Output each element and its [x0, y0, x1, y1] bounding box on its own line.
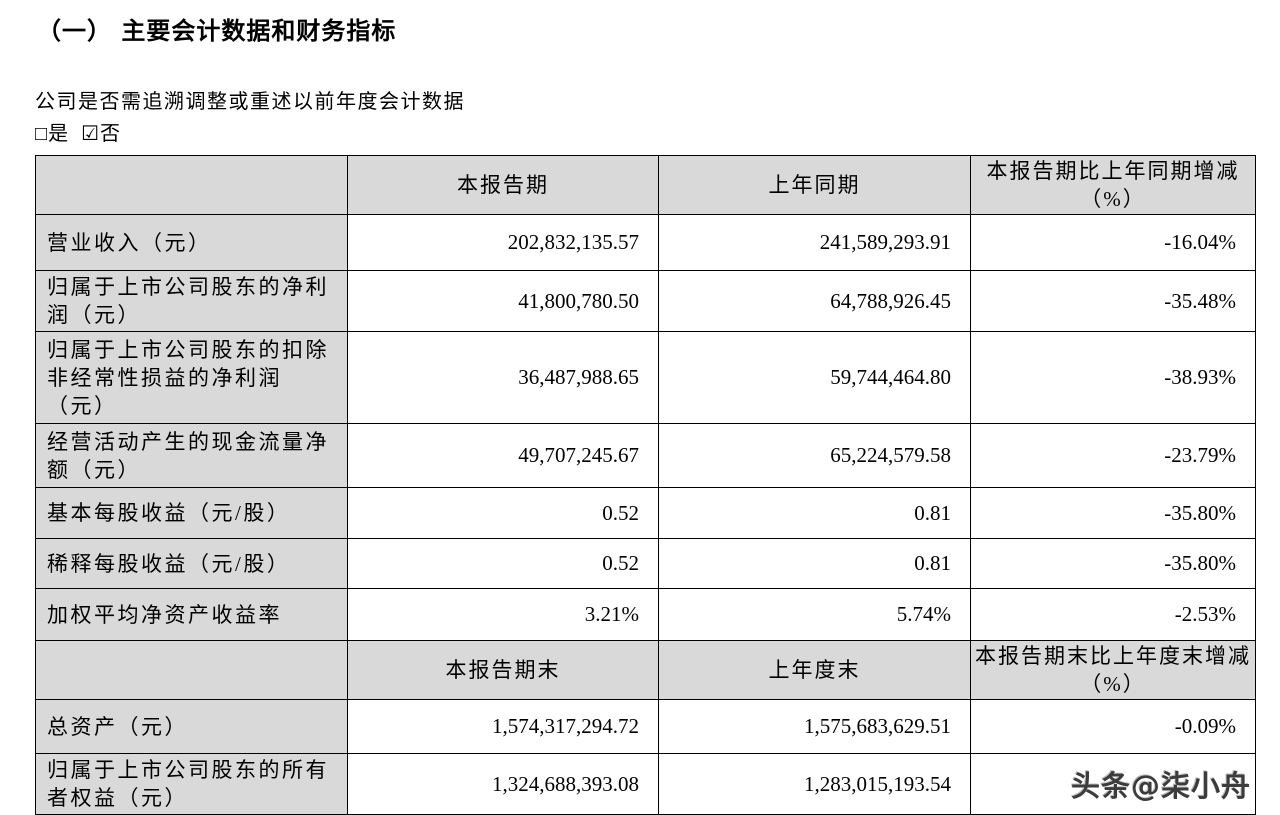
prior-period-value: 1,575,683,629.51	[658, 699, 971, 754]
change-value: -16.04%	[970, 214, 1256, 271]
section-title: （一） 主要会计数据和财务指标	[37, 17, 397, 45]
prior-period-value: 0.81	[658, 487, 971, 539]
metric-label-cell: 基本每股收益（元/股）	[35, 487, 348, 539]
change-value-obscured: 头条@柒小舟	[970, 753, 1256, 815]
change-value: -0.09%	[970, 699, 1256, 754]
table-row: 稀释每股收益（元/股） 0.52 0.81 -35.80%	[35, 538, 1256, 589]
col-header-end-change: 本报告期末比上年度末增减 （%）	[970, 640, 1256, 700]
current-period-value: 41,800,780.50	[347, 270, 659, 332]
table-row: 加权平均净资产收益率 3.21% 5.74% -2.53%	[35, 588, 1256, 641]
metric-label-cell: 归属于上市公司股东的净利 润（元）	[35, 270, 348, 332]
table-row: 基本每股收益（元/股） 0.52 0.81 -35.80%	[35, 487, 1256, 539]
table-header-row-period-end: 本报告期末 上年度末 本报告期末比上年度末增减 （%）	[35, 640, 1256, 700]
empty-header-cell	[35, 155, 348, 215]
metric-label-cell: 总资产（元）	[35, 699, 348, 754]
table-header-row-period: 本报告期 上年同期 本报告期比上年同期增减 （%）	[35, 155, 1256, 215]
change-value: -35.80%	[970, 487, 1256, 539]
col-header-current-period: 本报告期	[347, 155, 659, 215]
current-period-value: 36,487,988.65	[347, 331, 659, 424]
table-row: 归属于上市公司股东的净利 润（元） 41,800,780.50 64,788,9…	[35, 270, 1256, 332]
metric-label-cell: 经营活动产生的现金流量净 额（元）	[35, 423, 348, 488]
current-period-value: 0.52	[347, 487, 659, 539]
current-period-value: 202,832,135.57	[347, 214, 659, 271]
col-header-period-change: 本报告期比上年同期增减 （%）	[970, 155, 1256, 215]
change-value: -2.53%	[970, 588, 1256, 641]
col-header-prior-period: 上年同期	[658, 155, 971, 215]
table-row: 总资产（元） 1,574,317,294.72 1,575,683,629.51…	[35, 699, 1256, 754]
empty-header-cell	[35, 640, 348, 700]
metric-label-cell: 营业收入（元）	[35, 214, 348, 271]
prior-period-value: 59,744,464.80	[658, 331, 971, 424]
change-value: -38.93%	[970, 331, 1256, 424]
col-header-end-of-prior-year: 上年度末	[658, 640, 971, 700]
table-row: 归属于上市公司股东的所有 者权益（元） 1,324,688,393.08 1,2…	[35, 753, 1256, 815]
change-value: -35.48%	[970, 270, 1256, 332]
current-period-value: 3.21%	[347, 588, 659, 641]
prior-period-value: 1,283,015,193.54	[658, 753, 971, 815]
change-value: -35.80%	[970, 538, 1256, 589]
table-row: 营业收入（元） 202,832,135.57 241,589,293.91 -1…	[35, 214, 1256, 271]
metric-label-cell: 稀释每股收益（元/股）	[35, 538, 348, 589]
checkbox-no-checked: ☑否	[81, 123, 122, 145]
metric-label-cell: 归属于上市公司股东的扣除 非经常性损益的净利润 （元）	[35, 331, 348, 424]
checkbox-yes: □是	[35, 123, 70, 145]
restatement-question: 公司是否需追溯调整或重述以前年度会计数据	[35, 91, 465, 113]
current-period-value: 1,574,317,294.72	[347, 699, 659, 754]
financial-indicators-table: 本报告期 上年同期 本报告期比上年同期增减 （%） 营业收入（元） 202,83…	[35, 155, 1256, 815]
metric-label-cell: 加权平均净资产收益率	[35, 588, 348, 641]
toutiao-watermark: 头条@柒小舟	[1070, 769, 1251, 803]
prior-period-value: 0.81	[658, 538, 971, 589]
prior-period-value: 241,589,293.91	[658, 214, 971, 271]
current-period-value: 1,324,688,393.08	[347, 753, 659, 815]
table-row: 经营活动产生的现金流量净 额（元） 49,707,245.67 65,224,5…	[35, 423, 1256, 488]
col-header-end-of-period: 本报告期末	[347, 640, 659, 700]
restatement-answer: □是 ☑否	[35, 122, 1255, 146]
prior-period-value: 5.74%	[658, 588, 971, 641]
change-value: -23.79%	[970, 423, 1256, 488]
prior-period-value: 64,788,926.45	[658, 270, 971, 332]
current-period-value: 49,707,245.67	[347, 423, 659, 488]
metric-label-cell: 归属于上市公司股东的所有 者权益（元）	[35, 753, 348, 815]
table-row: 归属于上市公司股东的扣除 非经常性损益的净利润 （元） 36,487,988.6…	[35, 331, 1256, 424]
current-period-value: 0.52	[347, 538, 659, 589]
prior-period-value: 65,224,579.58	[658, 423, 971, 488]
